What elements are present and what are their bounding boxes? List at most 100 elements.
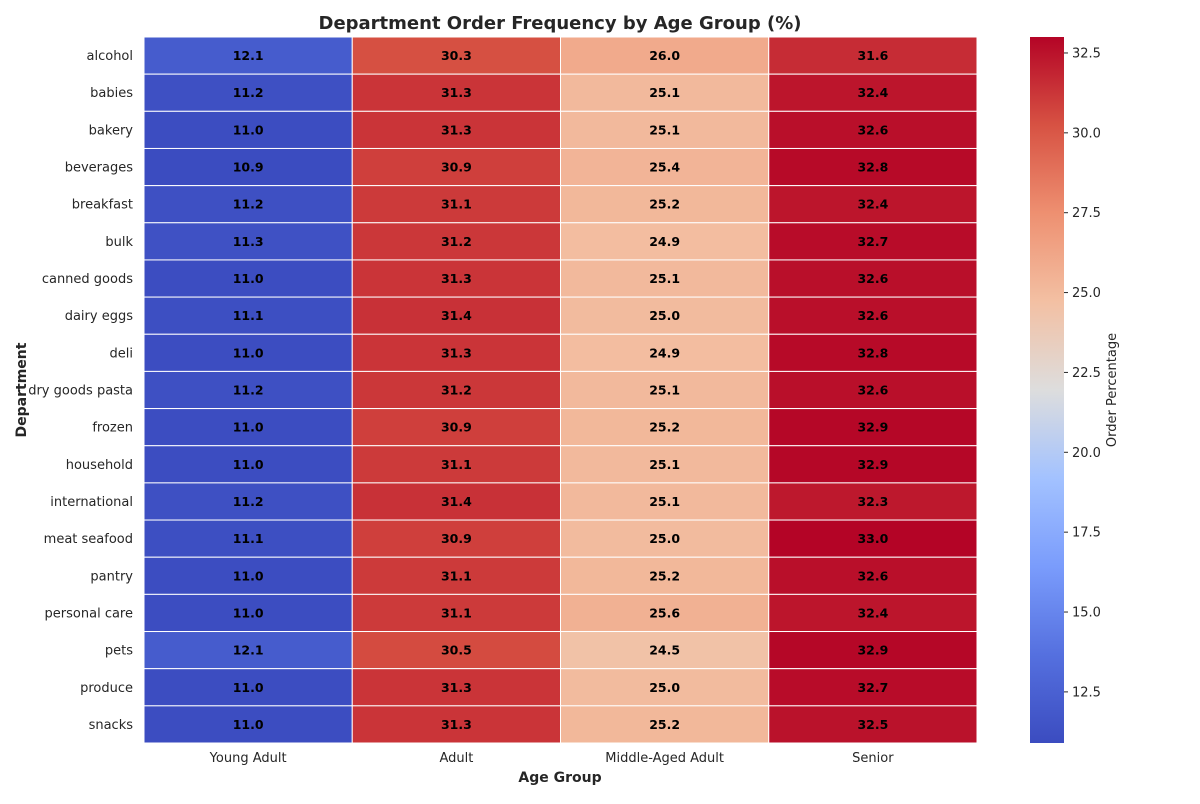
x-axis-label: Age Group (518, 770, 601, 786)
heatmap-cell (768, 259, 978, 298)
heatmap-cell (560, 519, 770, 558)
heatmap-cell (143, 259, 353, 298)
heatmap-cell (143, 593, 353, 633)
cell-value-label: 31.3 (441, 680, 472, 695)
cell-value-label: 10.9 (233, 160, 264, 175)
cell-value-label: 11.0 (233, 680, 264, 695)
heatmap-cell (143, 36, 353, 75)
heatmap-cell (768, 482, 978, 521)
cell-value-label: 32.9 (857, 420, 888, 435)
heatmap-cell (143, 185, 353, 224)
heatmap-cell (768, 445, 978, 484)
cell-value-label: 11.0 (233, 271, 264, 286)
heatmap-cell (560, 222, 770, 261)
y-tick-label: snacks (89, 718, 134, 733)
heatmap-cell (351, 631, 561, 670)
x-tick-label: Senior (852, 751, 894, 766)
heatmap-cell (143, 296, 353, 335)
heatmap-cell (768, 147, 978, 187)
y-tick-label: personal care (45, 606, 133, 621)
y-tick-label: beverages (65, 161, 134, 176)
cell-value-label: 30.3 (441, 48, 472, 63)
cell-value-label: 11.1 (233, 531, 264, 546)
heatmap-cell (560, 705, 770, 744)
y-tick-label: babies (90, 86, 133, 101)
heatmap-cell (768, 519, 978, 558)
heatmap-cell (768, 185, 978, 224)
heatmap-cell (143, 482, 353, 521)
cell-value-label: 25.2 (649, 568, 680, 583)
heatmap-cell (768, 333, 978, 372)
y-tick-label: dairy eggs (65, 309, 134, 324)
cell-value-label: 11.3 (233, 234, 264, 249)
cell-value-label: 30.9 (441, 531, 472, 546)
cell-value-label: 11.2 (233, 383, 264, 398)
cell-value-label: 24.5 (649, 643, 680, 658)
cell-value-label: 25.2 (649, 717, 680, 732)
cell-value-label: 31.1 (441, 457, 472, 472)
cell-value-label: 33.0 (857, 531, 888, 546)
cell-value-label: 25.2 (649, 420, 680, 435)
cell-value-label: 11.0 (233, 605, 264, 620)
cell-value-label: 32.6 (857, 271, 888, 286)
heatmap-cell (351, 36, 561, 75)
cell-value-label: 31.4 (441, 308, 472, 323)
heatmap-cell (560, 185, 770, 224)
cell-value-label: 25.4 (649, 160, 680, 175)
heatmap-cell (560, 631, 770, 670)
heatmap-cell (351, 445, 561, 484)
heatmap-cell (143, 519, 353, 558)
heatmap-cell (768, 36, 978, 75)
cell-value-label: 31.3 (441, 345, 472, 360)
colorbar-tick-label: 20.0 (1072, 446, 1101, 461)
x-tick-label: Young Adult (209, 751, 287, 766)
cell-value-label: 32.6 (857, 308, 888, 323)
y-tick-label: bakery (89, 123, 134, 138)
y-tick-label: canned goods (42, 272, 133, 287)
cell-value-label: 30.9 (441, 420, 472, 435)
heatmap-cell (768, 222, 978, 261)
heatmap-cell (351, 222, 561, 261)
colorbar-tick-label: 27.5 (1072, 206, 1101, 221)
colorbar-tick-label: 32.5 (1072, 46, 1101, 61)
cell-value-label: 25.0 (649, 308, 680, 323)
heatmap-cell (560, 296, 770, 335)
colorbar-tick-label: 17.5 (1072, 526, 1101, 541)
y-tick-label: produce (80, 681, 133, 696)
cell-value-label: 25.1 (649, 85, 680, 100)
cell-value-label: 12.1 (233, 643, 264, 658)
heatmap-cell (560, 370, 770, 410)
heatmap-cell (560, 36, 770, 75)
cell-value-label: 30.5 (441, 643, 472, 658)
colorbar-ticks: 12.5 15.0 17.5 20.0 22.5 25.0 27.5 30.0 32.5 (1064, 46, 1101, 700)
cell-value-label: 11.2 (233, 85, 264, 100)
colorbar-tick-label: 12.5 (1072, 685, 1101, 700)
cell-value-label: 25.0 (649, 680, 680, 695)
cell-value-label: 31.3 (441, 85, 472, 100)
cell-value-label: 31.1 (441, 605, 472, 620)
x-tick-label: Adult (439, 751, 473, 766)
cell-value-label: 31.1 (441, 568, 472, 583)
heatmap-cell (768, 73, 978, 112)
heatmap-cell (351, 73, 561, 112)
heatmap-cell (351, 185, 561, 224)
heatmap-cell (351, 519, 561, 558)
y-tick-label: alcohol (87, 49, 133, 64)
y-tick-label: deli (110, 346, 133, 361)
cell-value-label: 31.3 (441, 122, 472, 137)
cell-value-label: 11.1 (233, 308, 264, 323)
colorbar-gradient (1030, 37, 1064, 743)
heatmap-cell (768, 370, 978, 410)
y-tick-label: international (50, 495, 133, 510)
cell-value-label: 31.4 (441, 494, 472, 509)
cell-value-label: 32.4 (857, 197, 888, 212)
cell-value-label: 25.1 (649, 457, 680, 472)
cell-value-label: 12.1 (233, 48, 264, 63)
chart-title: Department Order Frequency by Age Group … (319, 13, 802, 34)
cell-value-label: 24.9 (649, 234, 680, 249)
y-tick-label: dry goods pasta (28, 384, 133, 399)
cell-value-label: 11.0 (233, 420, 264, 435)
cell-value-label: 30.9 (441, 160, 472, 175)
heatmap-cell (143, 445, 353, 484)
cell-value-label: 11.0 (233, 457, 264, 472)
